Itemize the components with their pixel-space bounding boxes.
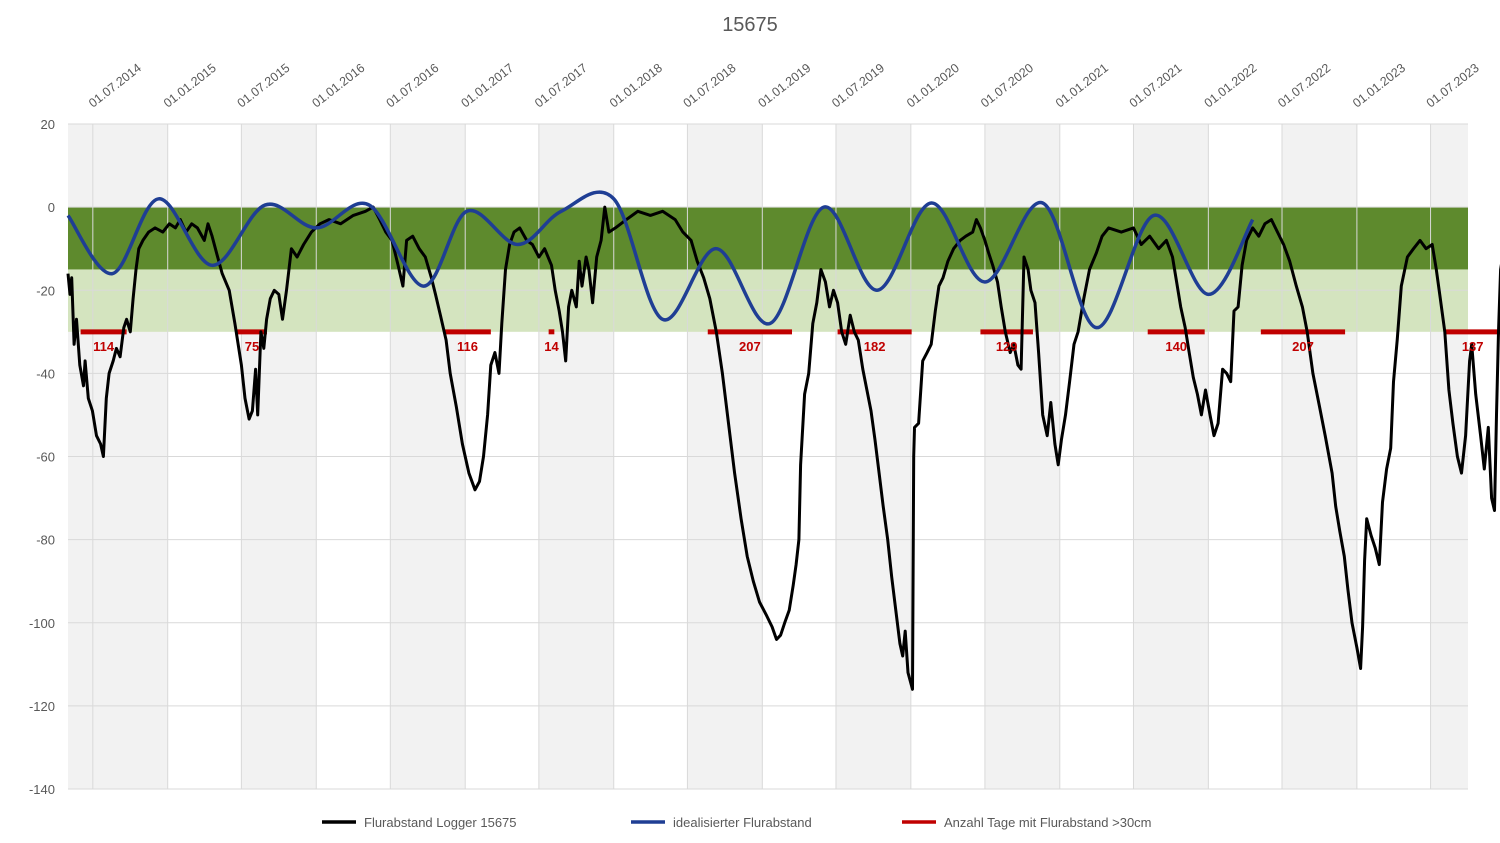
y-tick-label: -40 — [36, 366, 55, 381]
y-tick-label: -20 — [36, 283, 55, 298]
threshold-period-label: 207 — [1292, 339, 1314, 354]
y-tick-labels: 20 0 -20 -40 -60 -80 -100 -120 -140 — [29, 117, 55, 797]
chart-title: 15675 — [722, 14, 778, 36]
threshold-period-label: 114 — [93, 339, 115, 354]
series-lines — [66, 190, 1500, 691]
legend-label: Anzahl Tage mit Flurabstand >30cm — [944, 815, 1152, 830]
target-band — [68, 207, 1468, 270]
threshold-period-label: 116 — [457, 339, 478, 354]
y-tick-label: -60 — [36, 450, 55, 465]
threshold-period-labels: 114 75 116 14 207 182 129 140 207 137 — [93, 339, 1483, 354]
threshold-period-label: 182 — [864, 339, 886, 354]
legend: Flurabstand Logger 15675 idealisierter Fl… — [322, 815, 1152, 830]
threshold-period-label: 137 — [1462, 339, 1484, 354]
threshold-period-label: 207 — [739, 339, 761, 354]
grid — [68, 123, 1468, 790]
legend-label: Flurabstand Logger 15675 — [364, 815, 517, 830]
idealized-series-line — [66, 190, 1255, 330]
threshold-period-label: 75 — [245, 339, 259, 354]
y-tick-label: -140 — [29, 782, 55, 797]
threshold-period-label: 129 — [996, 339, 1018, 354]
y-tick-label: 0 — [48, 200, 55, 215]
logger-series-line — [66, 205, 1500, 691]
target-bands — [68, 207, 1468, 332]
y-tick-label: -120 — [29, 699, 55, 714]
threshold-period-label: 14 — [544, 339, 559, 354]
y-tick-label: -80 — [36, 533, 55, 548]
y-tick-label: -100 — [29, 616, 55, 631]
legend-label: idealisierter Flurabstand — [673, 815, 812, 830]
y-tick-label: 20 — [41, 117, 55, 132]
threshold-period-label: 140 — [1165, 339, 1187, 354]
